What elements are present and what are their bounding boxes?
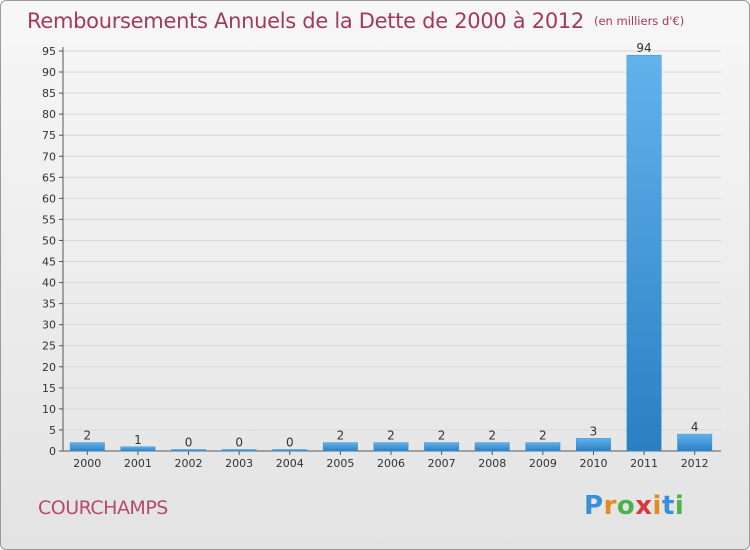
x-tick-label: 2012 bbox=[681, 457, 709, 470]
y-tick-label: 25 bbox=[42, 340, 56, 353]
bar-2012 bbox=[677, 433, 713, 452]
data-label-2008: 2 bbox=[488, 429, 496, 443]
logo-letter: r bbox=[603, 491, 617, 521]
y-tick-label: 50 bbox=[42, 234, 56, 247]
data-label-2011: 94 bbox=[636, 41, 651, 55]
logo-letter: i bbox=[674, 491, 685, 521]
proxiti-logo: Proxiti bbox=[584, 491, 684, 521]
y-tick-label: 80 bbox=[42, 108, 56, 121]
x-tick-label: 2002 bbox=[175, 457, 203, 470]
y-tick-label: 30 bbox=[42, 319, 56, 332]
bar-2005 bbox=[322, 442, 358, 452]
data-label-2001: 1 bbox=[134, 433, 142, 447]
data-label-2004: 0 bbox=[286, 436, 294, 450]
bar-2007 bbox=[424, 442, 460, 452]
y-tick-label: 35 bbox=[42, 298, 56, 311]
y-tick-label: 85 bbox=[42, 87, 56, 100]
y-tick-label: 75 bbox=[42, 129, 56, 142]
logo-letter: P bbox=[584, 491, 604, 521]
x-tick-label: 2010 bbox=[579, 457, 607, 470]
y-tick-label: 15 bbox=[42, 382, 56, 395]
y-tick-label: 10 bbox=[42, 403, 56, 416]
x-tick-label: 2005 bbox=[326, 457, 354, 470]
chart-title: Remboursements Annuels de la Dette de 20… bbox=[27, 9, 584, 33]
logo-letter: i bbox=[652, 491, 662, 521]
x-tick-label: 2007 bbox=[428, 457, 456, 470]
bar-2006 bbox=[373, 442, 409, 452]
bar-2011 bbox=[626, 54, 662, 452]
y-tick-label: 20 bbox=[42, 361, 56, 374]
logo-letter: o bbox=[616, 491, 636, 521]
x-tick-label: 2004 bbox=[276, 457, 304, 470]
logo-letter: t bbox=[661, 491, 675, 521]
commune-name: COURCHAMPS bbox=[38, 497, 168, 519]
x-tick-label: 2000 bbox=[73, 457, 101, 470]
x-tick-label: 2003 bbox=[225, 457, 253, 470]
x-tick-label: 2011 bbox=[630, 457, 658, 470]
x-tick-label: 2009 bbox=[529, 457, 557, 470]
axis-layer: 0510152025303540455055606570758085909520… bbox=[42, 45, 721, 470]
bar-2009 bbox=[525, 442, 561, 452]
x-tick-label: 2006 bbox=[377, 457, 405, 470]
grid-layer bbox=[63, 50, 721, 452]
label-layer: 2 1 0 0 0 2 2 2 2 2 3 94 4 bbox=[83, 41, 698, 449]
y-tick-label: 5 bbox=[49, 424, 56, 437]
chart-subtitle: (en milliers d'€) bbox=[594, 14, 685, 28]
bar-2008 bbox=[474, 442, 510, 452]
y-tick-label: 70 bbox=[42, 150, 56, 163]
logo-letter: x bbox=[635, 491, 653, 521]
y-tick-label: 0 bbox=[49, 445, 56, 458]
bar-layer bbox=[69, 54, 713, 452]
data-label-2006: 2 bbox=[387, 429, 395, 443]
data-label-2002: 0 bbox=[185, 436, 193, 450]
bar-2004 bbox=[272, 449, 308, 452]
y-tick-label: 45 bbox=[42, 256, 56, 269]
bar-2002 bbox=[171, 449, 206, 452]
y-tick-label: 40 bbox=[42, 277, 56, 290]
data-label-2010: 3 bbox=[590, 424, 598, 438]
x-tick-label: 2008 bbox=[478, 457, 506, 470]
y-tick-label: 90 bbox=[42, 66, 56, 79]
data-label-2012: 4 bbox=[691, 420, 699, 434]
bar-2003 bbox=[221, 449, 257, 452]
data-label-2003: 0 bbox=[235, 436, 243, 450]
y-tick-label: 60 bbox=[42, 192, 56, 205]
x-tick-label: 2001 bbox=[124, 457, 152, 470]
y-tick-label: 65 bbox=[42, 171, 56, 184]
data-label-2000: 2 bbox=[83, 429, 91, 443]
data-label-2009: 2 bbox=[539, 429, 547, 443]
chart-title-line: Remboursements Annuels de la Dette de 20… bbox=[27, 9, 684, 33]
y-tick-label: 95 bbox=[42, 45, 56, 58]
bar-2001 bbox=[120, 446, 156, 452]
y-tick-label: 55 bbox=[42, 213, 56, 226]
bar-2000 bbox=[69, 442, 105, 452]
data-label-2007: 2 bbox=[438, 429, 446, 443]
bar-2010 bbox=[576, 438, 611, 452]
data-label-2005: 2 bbox=[337, 429, 345, 443]
